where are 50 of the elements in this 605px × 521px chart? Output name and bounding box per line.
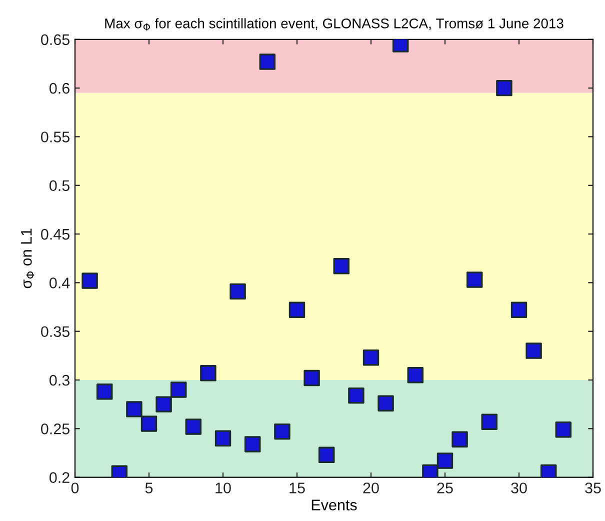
point [96, 384, 113, 400]
point [274, 423, 290, 440]
x-axis-title: Events [312, 500, 357, 510]
point [378, 395, 394, 412]
x-tick-label: 15 [290, 482, 305, 494]
y-tick-label: 0.25 [41, 424, 70, 434]
point [362, 349, 380, 366]
x-tick-label: 5 [145, 482, 153, 494]
x-tick-label: 10 [216, 482, 231, 494]
y-tick-label: 0.45 [41, 228, 70, 240]
point [259, 54, 276, 70]
y-tick-label: 0.3 [50, 374, 70, 386]
point [510, 302, 528, 318]
y-tick-label: 0.65 [41, 34, 70, 46]
x-tick-label: 30 [511, 482, 527, 494]
x-tick-label: 25 [437, 482, 453, 494]
point [348, 387, 364, 404]
y-tick-label: 0.55 [41, 132, 70, 142]
point [82, 272, 98, 289]
point [555, 422, 572, 438]
point [244, 436, 261, 452]
point [170, 382, 187, 398]
chart-title: Max σ$_{Φ}$ for each scintillation event, GLONASS L2CA, Tromsø 1 June 2013 [105, 18, 564, 30]
point [214, 430, 232, 446]
y-axis-title: σ$_{Φ}$ on L1 [21, 228, 34, 288]
point [526, 342, 542, 359]
point [466, 272, 483, 288]
y-tick-label: 0.6 [50, 82, 70, 94]
point [200, 365, 216, 382]
x-tick-label: 35 [585, 482, 601, 494]
point [333, 258, 350, 274]
point [288, 302, 306, 318]
point [436, 452, 454, 469]
y-tick-label: 0.2 [50, 472, 70, 483]
x-tick-label: 20 [363, 482, 379, 494]
y-tick-label: 0.35 [41, 326, 70, 338]
y-tick-label: 0.4 [50, 278, 70, 288]
point [126, 401, 142, 418]
x-tick-label: 0 [71, 482, 79, 494]
point [185, 418, 202, 435]
point [318, 446, 335, 464]
point [452, 431, 468, 448]
point [496, 80, 512, 96]
point [140, 416, 158, 432]
point [230, 283, 246, 300]
point [481, 414, 498, 430]
point [407, 367, 424, 384]
point [304, 370, 320, 386]
point [156, 396, 172, 412]
y-tick-label: 0.5 [50, 180, 70, 192]
